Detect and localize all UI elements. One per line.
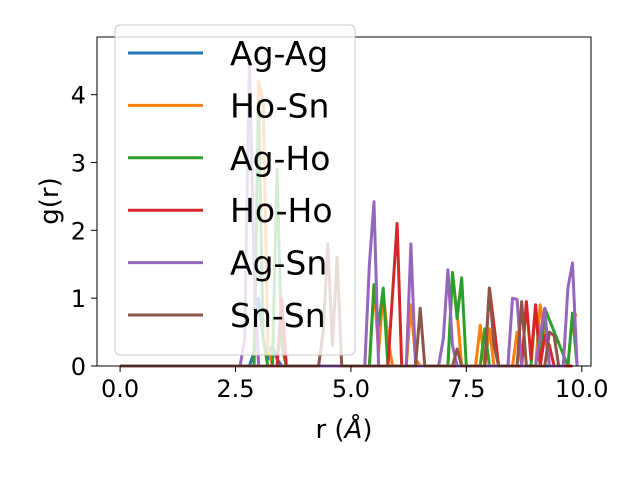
y-tick-label: 1 [71,285,86,313]
x-tick-label: 0.0 [101,375,139,403]
x-tick-label: 7.5 [447,375,485,403]
legend: Ag-Ag Ho-Sn Ag-Ho Ho-Ho Ag-Sn Sn-Sn [114,24,356,356]
y-tick-label: 2 [71,217,86,245]
legend-label: Ho-Sn [230,86,329,125]
legend-label: Sn-Sn [230,296,326,335]
x-tick-label: 2.5 [216,375,254,403]
y-axis: 0 1 2 3 4 [71,82,97,381]
x-tick-label: 5.0 [332,375,370,403]
legend-label: Ag-Sn [230,244,327,283]
y-tick-label: 0 [71,353,86,381]
x-tick-label: 10.0 [555,375,608,403]
x-axis-label: r (Å) [315,413,372,445]
legend-label: Ho-Ho [230,191,333,230]
y-axis-label: g(r) [35,177,65,224]
y-tick-label: 3 [71,149,86,177]
legend-label: Ag-Ag [230,34,328,73]
legend-box [114,24,356,356]
y-tick-label: 4 [71,82,86,110]
x-axis: 0.0 2.5 5.0 7.5 10.0 [101,366,608,403]
legend-label: Ag-Ho [230,139,330,178]
